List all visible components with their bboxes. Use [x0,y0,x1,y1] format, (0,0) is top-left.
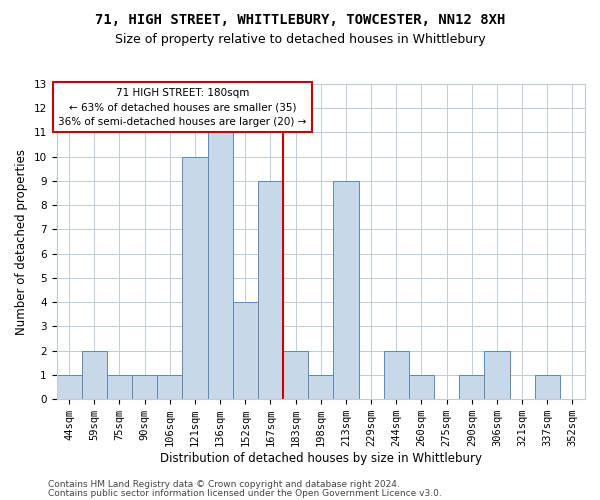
Bar [107,375,132,399]
X-axis label: Distribution of detached houses by size in Whittlebury: Distribution of detached houses by size … [160,452,482,465]
Text: Contains public sector information licensed under the Open Government Licence v3: Contains public sector information licen… [48,488,442,498]
Bar [283,350,308,399]
Bar [208,132,233,399]
Text: Contains HM Land Registry data © Crown copyright and database right 2024.: Contains HM Land Registry data © Crown c… [48,480,400,489]
Bar [308,375,334,399]
Bar [409,375,434,399]
Bar [535,375,560,399]
Bar [258,181,283,399]
Bar [484,350,509,399]
Bar [459,375,484,399]
Bar [132,375,157,399]
Bar [334,181,359,399]
Bar [157,375,182,399]
Bar [56,375,82,399]
Text: 71, HIGH STREET, WHITTLEBURY, TOWCESTER, NN12 8XH: 71, HIGH STREET, WHITTLEBURY, TOWCESTER,… [95,12,505,26]
Bar [82,350,107,399]
Bar [383,350,409,399]
Text: Size of property relative to detached houses in Whittlebury: Size of property relative to detached ho… [115,32,485,46]
Bar [233,302,258,399]
Bar [182,156,208,399]
Y-axis label: Number of detached properties: Number of detached properties [15,148,28,334]
Text: 71 HIGH STREET: 180sqm
← 63% of detached houses are smaller (35)
36% of semi-det: 71 HIGH STREET: 180sqm ← 63% of detached… [58,88,307,127]
